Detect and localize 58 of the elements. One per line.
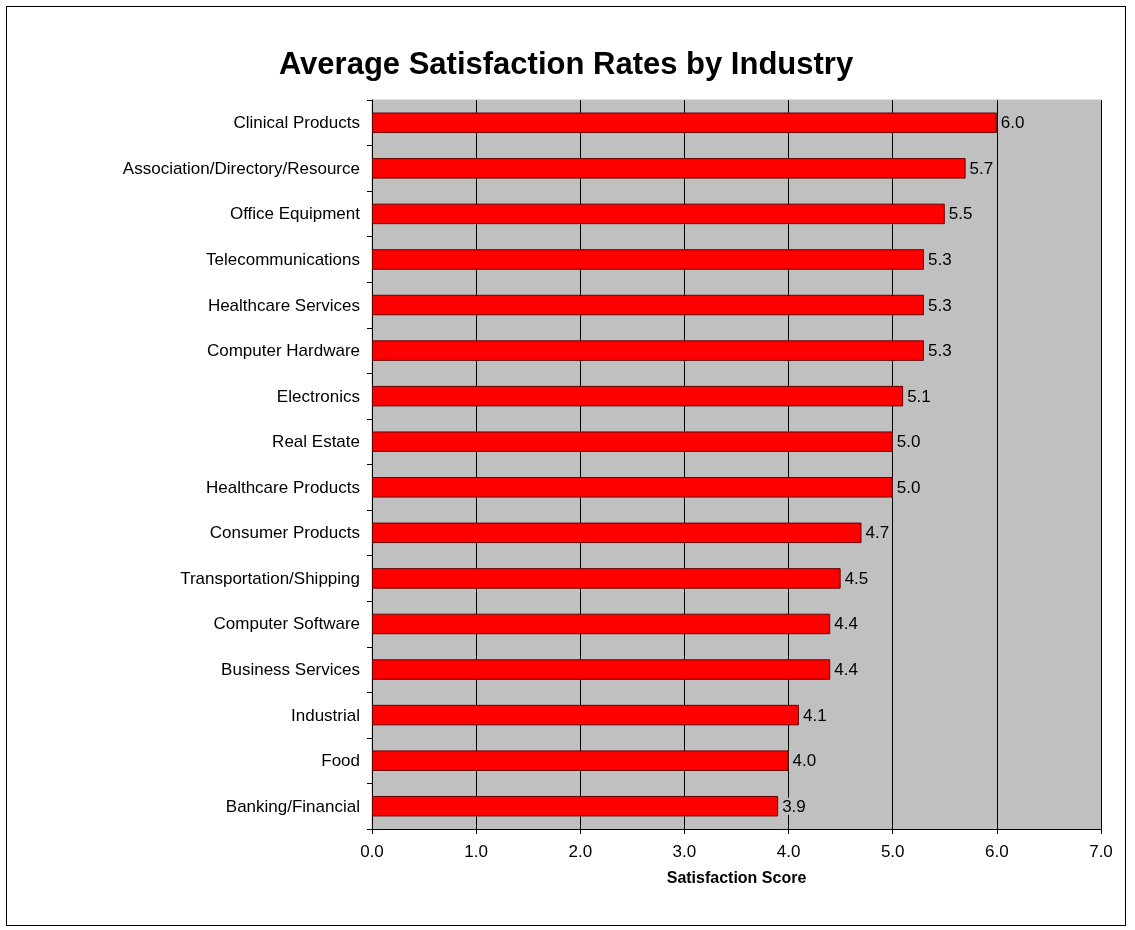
y-tick-label: Healthcare Services xyxy=(207,295,360,315)
data-label: 4.4 xyxy=(834,660,858,680)
data-label: 4.5 xyxy=(844,568,869,588)
bar xyxy=(372,477,893,498)
y-tick-label: Banking/Financial xyxy=(225,796,360,816)
x-tick-label: 4.0 xyxy=(776,842,801,861)
x-tick-label: 5.0 xyxy=(880,842,905,861)
data-label: 4.1 xyxy=(802,705,827,725)
y-tick-label: Computer Hardware xyxy=(206,341,360,361)
chart-title: Average Satisfaction Rates by Industry xyxy=(278,46,854,81)
y-tick-label: Computer Software xyxy=(213,614,360,634)
bar xyxy=(372,385,904,407)
y-tick-label: Industrial xyxy=(291,705,360,725)
y-tick-label: Transportation/Shipping xyxy=(180,568,360,588)
x-tick-label: 1.0 xyxy=(464,842,488,861)
bar xyxy=(372,659,831,680)
y-tick-label: Real Estate xyxy=(272,432,360,452)
y-tick-label: Association/Directory/Resource xyxy=(122,158,360,178)
bar xyxy=(372,795,779,817)
data-label: 5.3 xyxy=(927,249,952,269)
x-tick-label: 6.0 xyxy=(985,842,1009,861)
x-tick-label: 3.0 xyxy=(672,842,697,861)
bar xyxy=(372,203,945,225)
data-label: 5.0 xyxy=(896,477,921,497)
data-label: 5.3 xyxy=(927,295,952,315)
bar xyxy=(372,294,924,316)
bar xyxy=(372,568,841,589)
data-label: 4.4 xyxy=(834,614,858,634)
data-label: 4.0 xyxy=(792,751,817,771)
x-axis-title: Satisfaction Score xyxy=(666,868,807,886)
data-label: 5.7 xyxy=(969,158,994,178)
y-tick-label: Food xyxy=(321,751,360,771)
data-label: 3.9 xyxy=(782,796,806,816)
bar xyxy=(372,750,789,771)
bar xyxy=(372,704,799,726)
bar xyxy=(372,249,924,270)
data-label: 5.3 xyxy=(927,341,952,361)
bar xyxy=(372,522,862,544)
data-label: 5.0 xyxy=(896,432,921,452)
y-tick-label: Healthcare Products xyxy=(205,477,360,497)
bar xyxy=(372,340,924,361)
bar xyxy=(372,613,831,635)
y-tick-label: Telecommunications xyxy=(205,249,360,269)
bar xyxy=(372,158,966,179)
y-tick-label: Consumer Products xyxy=(209,523,360,543)
x-tick-label: 7.0 xyxy=(1089,842,1113,861)
y-tick-label: Clinical Products xyxy=(233,113,360,133)
y-tick-label: Business Services xyxy=(221,660,360,680)
data-label: 6.0 xyxy=(1000,113,1025,133)
bar xyxy=(372,431,893,452)
y-tick-label: Office Equipment xyxy=(229,204,361,224)
data-label: 5.5 xyxy=(948,204,973,224)
x-tick-label: 2.0 xyxy=(568,842,593,861)
data-label: 5.1 xyxy=(907,386,931,406)
y-tick-label: Electronics xyxy=(276,386,360,406)
x-tick-label: 0.0 xyxy=(360,842,384,861)
data-label: 4.7 xyxy=(865,523,890,543)
bar xyxy=(372,112,997,134)
